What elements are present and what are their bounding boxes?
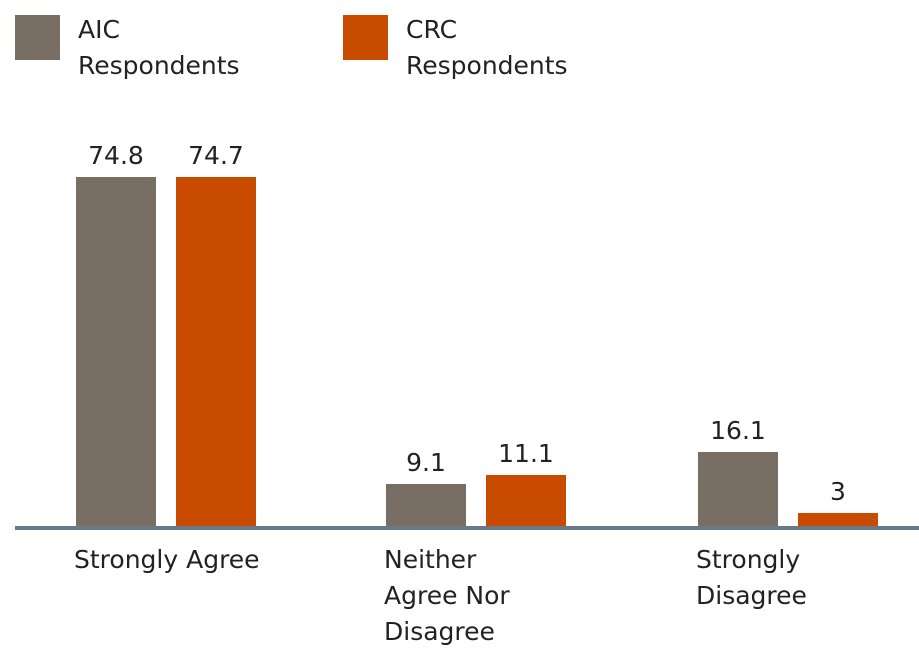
legend-label: AIC Respondents — [78, 15, 240, 80]
data-label: 74.7 — [188, 141, 244, 171]
legend-label: CRC Respondents — [406, 15, 568, 80]
bar — [176, 177, 256, 527]
data-label: 74.8 — [88, 141, 144, 170]
data-label: 11.1 — [498, 439, 554, 469]
legend-swatch — [15, 15, 60, 60]
data-label: 9.1 — [406, 448, 446, 478]
bar — [76, 177, 156, 527]
baseline — [15, 526, 919, 530]
x-tick-label: Neither Agree Nor Disagree — [384, 545, 510, 646]
data-label: 3 — [830, 476, 846, 506]
legend-swatch — [343, 15, 388, 60]
bar — [798, 512, 878, 527]
data-label: 16.1 — [710, 415, 766, 445]
x-tick-label: Strongly Agree — [74, 545, 260, 574]
bar — [386, 484, 466, 527]
bar — [486, 475, 566, 527]
bar — [698, 451, 778, 527]
x-tick-label: Strongly Disagree — [696, 545, 807, 610]
